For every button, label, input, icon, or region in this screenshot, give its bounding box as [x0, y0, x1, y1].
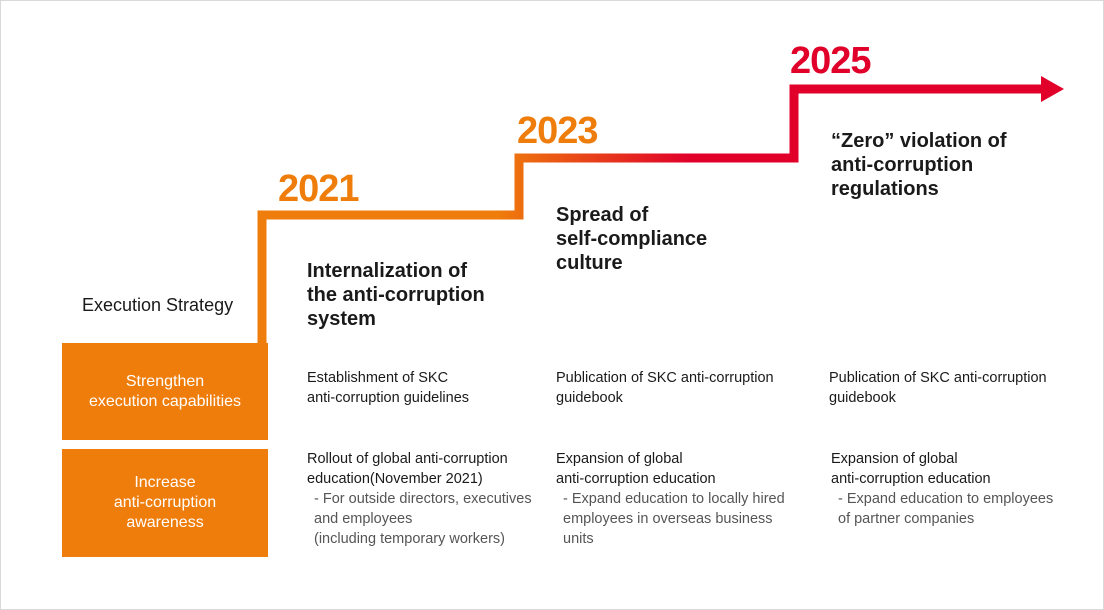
arrowhead-icon	[1041, 76, 1064, 102]
cell-main-text: Publication of SKC anti-corruption guide…	[556, 370, 774, 406]
cell-awareness-2023: Expansion of global anti-corruption educ…	[556, 449, 785, 549]
execution-strategy-title: Execution Strategy	[82, 295, 234, 315]
cell-sub-text: - For outside directors, executives and …	[314, 491, 532, 547]
cell-main-text: Establishment of SKC anti-corruption gui…	[307, 370, 470, 406]
row-label-execution-capabilities: Strengthen execution capabilities	[62, 343, 268, 440]
cell-capabilities-2025: Publication of SKC anti-corruption guide…	[829, 368, 1047, 408]
cell-awareness-2025: Expansion of global anti-corruption educ…	[831, 449, 1053, 529]
cell-capabilities-2021: Establishment of SKC anti-corruption gui…	[307, 368, 469, 408]
year-2021-label: 2021	[278, 168, 360, 210]
year-2023-label: 2023	[517, 110, 599, 152]
cell-main-text: Publication of SKC anti-corruption guide…	[829, 370, 1047, 406]
cell-main-text: Expansion of global anti-corruption educ…	[556, 451, 716, 487]
goal-2021: Internalization of the anti-corruption s…	[307, 260, 485, 330]
year-2025-label: 2025	[790, 40, 872, 82]
cell-main-text: Rollout of global anti-corruption educat…	[307, 451, 508, 487]
cell-sub-text: - Expand education to employees of partn…	[838, 491, 1054, 527]
cell-capabilities-2023: Publication of SKC anti-corruption guide…	[556, 368, 774, 408]
cell-main-text: Expansion of global anti-corruption educ…	[831, 451, 991, 487]
row-label-anti-corruption-awareness: Increase anti-corruption awareness	[62, 449, 268, 557]
staircase-line	[257, 84, 1045, 343]
goal-2023: Spread of self-compliance culture	[556, 204, 708, 274]
cell-awareness-2021: Rollout of global anti-corruption educat…	[307, 449, 532, 549]
goal-2025: “Zero” violation of anti-corruption regu…	[831, 130, 1007, 200]
cell-sub-text: - Expand education to locally hired empl…	[563, 491, 785, 547]
